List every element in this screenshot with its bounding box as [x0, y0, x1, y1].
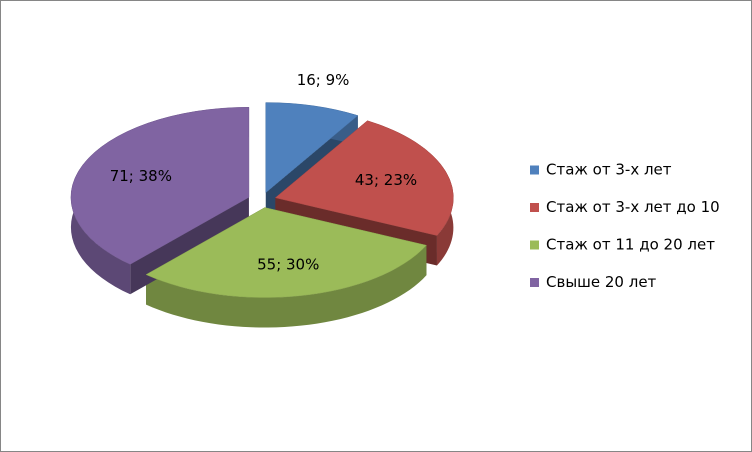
legend-swatch: [530, 203, 539, 212]
legend-swatch: [530, 278, 539, 287]
slice: [145, 207, 427, 298]
legend-label: Стаж от 3-х лет до 10: [546, 198, 720, 216]
slice-side: [146, 245, 427, 328]
legend-label: Свыше 20 лет: [546, 273, 657, 291]
data-label: 43; 23%: [355, 171, 417, 189]
legend-swatch: [530, 240, 539, 250]
slice: [274, 120, 454, 236]
data-label: 55; 30%: [257, 255, 319, 273]
data-label: 16; 9%: [297, 71, 350, 89]
legend-label: Стаж от 11 до 20 лет: [546, 236, 715, 254]
slice: [265, 102, 359, 194]
data-label: 71; 38%: [110, 167, 172, 185]
slice: [70, 107, 250, 265]
legend-label: Стаж от 3-х лет: [546, 161, 672, 179]
legend-swatch: [530, 165, 539, 175]
